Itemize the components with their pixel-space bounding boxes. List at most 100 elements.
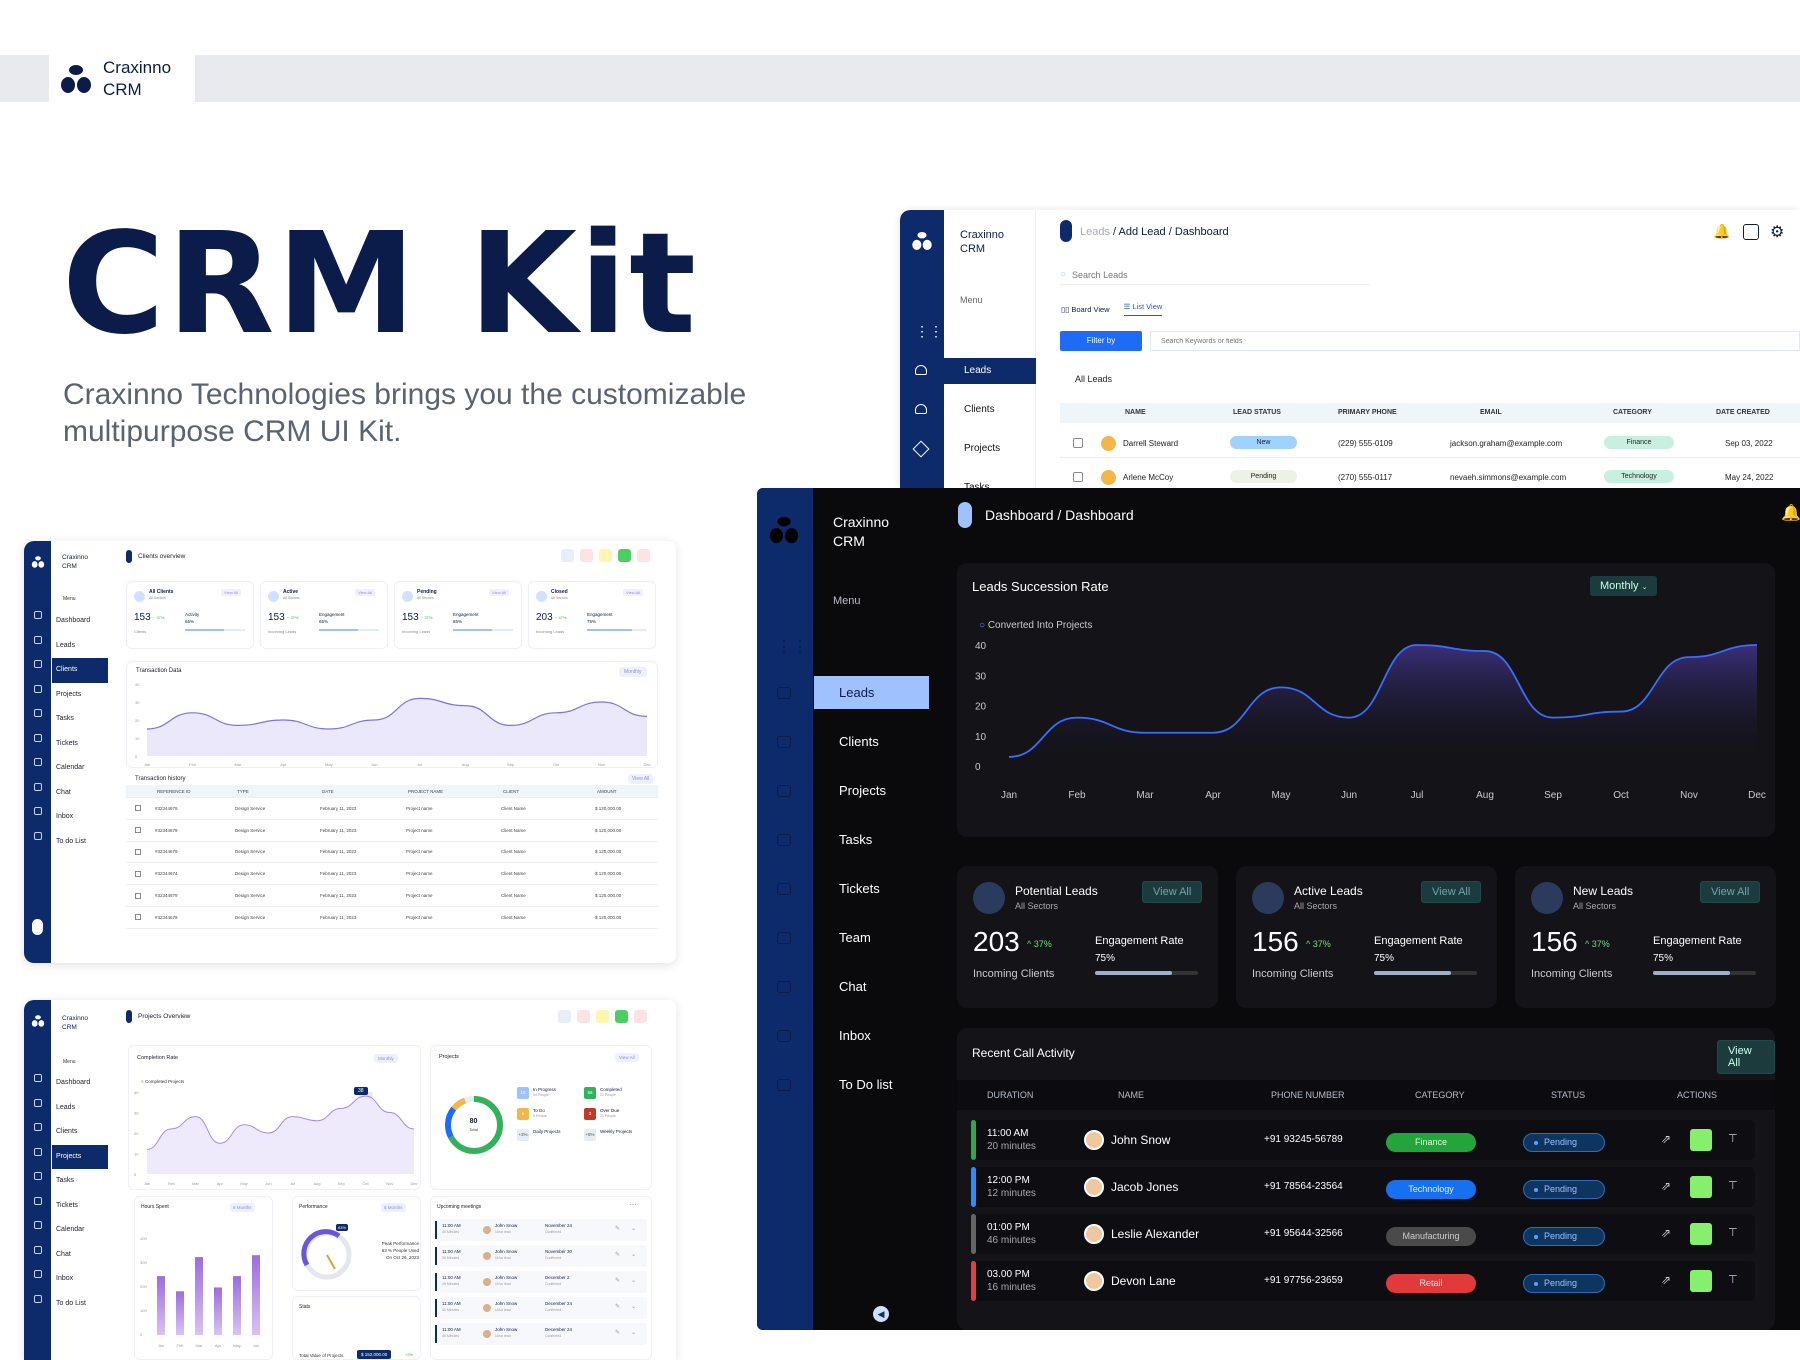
list-view-tab[interactable]: ☰ List View [1123,302,1163,316]
avatar[interactable] [618,549,631,562]
projects-nav-icon[interactable] [777,785,791,797]
lead-row[interactable]: Darrell Steward New (229) 555-0109 jacks… [1060,430,1800,458]
bell-icon[interactable]: 🔔 [1781,505,1800,522]
help-icon[interactable] [599,549,612,562]
view-all-button[interactable]: View All [1421,881,1482,903]
menu-item-dashboard[interactable]: Dashboard [56,617,91,624]
menu-item-clients[interactable]: Clients [839,734,879,749]
help-icon[interactable] [596,1010,609,1023]
leads-nav-icon[interactable] [777,687,791,699]
monthly-dropdown[interactable]: Monthly ⌄ [1590,576,1658,596]
more-icon[interactable]: ··· [629,1200,637,1209]
menu-item-calendar[interactable]: Calendar [56,764,85,771]
view-all-button[interactable]: View All [623,589,643,596]
grid-icon[interactable] [33,611,42,619]
menu-item-leads[interactable]: Leads [814,676,929,709]
edit-button[interactable] [1690,1176,1712,1198]
menu-item-projects[interactable]: Projects [964,443,1001,454]
menu-item-team[interactable]: Team [839,930,871,945]
row-checkbox[interactable] [1073,472,1083,482]
leads-nav-icon[interactable] [33,635,42,644]
team-icon[interactable] [1743,224,1759,240]
search-leads-input[interactable] [1072,269,1333,280]
row-checkbox[interactable] [135,805,141,812]
edit-icon[interactable]: ✎ [615,1330,621,1336]
menu-item-chat[interactable]: Chat [839,979,867,994]
chat-nav-icon[interactable] [33,782,42,791]
chat-nav-icon[interactable] [777,981,791,993]
view-all-button[interactable]: View All [1700,881,1761,903]
chevron-down-icon[interactable]: ⌄ [631,1278,637,1284]
menu-item-projects[interactable]: Projects [52,1144,108,1169]
clients-nav-icon[interactable] [915,404,927,414]
board-view-tab[interactable]: ▯▯ Board View [1061,305,1110,314]
view-all-button[interactable]: View All [355,589,375,596]
theme-toggle[interactable] [32,919,43,935]
grid-icon[interactable]: ⋮⋮ [915,323,943,339]
table-row[interactable]: #32344679 Design Service February 11, 2023… [126,907,658,929]
table-row[interactable]: #32344679 Design Service February 11, 2023… [126,842,658,864]
todo-nav-icon[interactable] [33,831,42,840]
row-checkbox[interactable] [135,892,141,899]
menu-item-todo[interactable]: To do List [56,837,86,845]
bell-icon[interactable]: 🔔 [1713,223,1731,239]
clients-nav-icon[interactable] [33,660,42,668]
table-row[interactable]: #32344679 Design Service February 11, 2023… [126,885,658,907]
clients-nav-icon[interactable] [33,1123,42,1131]
table-row[interactable]: #32344674 Design Service February 11, 2023… [126,863,658,886]
crumb-leads[interactable]: Leads [1080,226,1110,238]
leads-nav-icon[interactable] [915,365,927,375]
inbox-nav-icon[interactable] [33,807,42,815]
projects-nav-icon[interactable] [33,1147,42,1156]
meeting-row[interactable]: 11:00 AM 45 Minutes John Snow UI/ux lead Dec… [435,1323,647,1345]
chevron-down-icon[interactable]: ⌄ [631,1226,637,1232]
menu-item-chat[interactable]: Chat [56,1250,71,1258]
performance-filter[interactable]: 6 Months [381,1203,406,1212]
completion-filter[interactable]: Monthly [374,1054,398,1063]
col-name[interactable]: NAME [1125,409,1146,416]
call-row[interactable]: 11:00 AM 20 minutes John Snow +91 93245-567… [971,1120,1755,1160]
menu-item-tasks[interactable]: Tasks [56,1177,74,1184]
row-checkbox[interactable] [1073,438,1083,448]
team-nav-icon[interactable] [777,932,791,944]
projects-view-all[interactable]: View All [615,1053,639,1062]
menu-item-projects[interactable]: Projects [56,690,82,698]
menu-item-chat[interactable]: Chat [56,788,71,796]
edit-icon[interactable]: ✎ [615,1226,621,1232]
menu-item-tickets[interactable]: Tickets [56,739,78,747]
avatar[interactable] [615,1010,628,1023]
pin-icon[interactable]: ⊤ [1728,1180,1738,1192]
pin-icon[interactable]: ⊤ [1728,1274,1738,1286]
menu-item-leads[interactable]: Leads [56,641,76,649]
chat-nav-icon[interactable] [33,1245,42,1254]
menu-item-tasks[interactable]: Tasks [839,832,873,847]
view-all-button[interactable]: View All [1142,881,1203,903]
col-date-created[interactable]: DATE CREATED [1716,409,1770,416]
open-external-icon[interactable]: ⇗ [1661,1179,1672,1193]
table-row[interactable]: #32344679 Design Service February 11, 2023… [126,820,658,842]
meeting-row[interactable]: 11:00 AM 30 Minutes John Snow UI/ux lead Nov… [435,1245,647,1267]
edit-icon[interactable]: ✎ [615,1304,621,1310]
menu-item-todo[interactable]: To do List [56,1299,86,1307]
menu-item-inbox[interactable]: Inbox [56,1275,74,1282]
call-row[interactable]: 01:00 PM 46 minutes Leslie Alexander +91 95… [971,1214,1755,1254]
view-all-button[interactable]: View All [628,774,654,784]
menu-item-to-do-list[interactable]: To Do list [839,1077,893,1092]
calendar-nav-icon[interactable] [33,758,42,766]
menu-item-inbox[interactable]: Inbox [839,1028,871,1043]
grid-icon[interactable] [33,1074,42,1082]
menu-item-tasks[interactable]: Tasks [56,715,74,722]
crumb-dashboard-1[interactable]: Dashboard [985,507,1054,523]
crumb-dashboard-2[interactable]: Dashboard [1065,507,1134,523]
grid-icon[interactable]: ⋮⋮ [776,639,808,656]
open-external-icon[interactable]: ⇗ [1661,1226,1672,1240]
hours-filter[interactable]: 6 Months [230,1203,255,1212]
menu-item-tickets[interactable]: Tickets [56,1201,78,1209]
menu-item-tasks[interactable]: Tasks [964,482,990,490]
edit-button[interactable] [1690,1129,1712,1151]
calendar-nav-icon[interactable] [33,1221,42,1229]
todo-nav-icon[interactable] [777,1079,791,1091]
gear-icon[interactable]: ⚙ [1770,224,1785,241]
meeting-row[interactable]: 11:00 AM 45 Minutes John Snow UI/ux lead Nov… [435,1219,647,1241]
open-external-icon[interactable]: ⇗ [1661,1273,1672,1287]
